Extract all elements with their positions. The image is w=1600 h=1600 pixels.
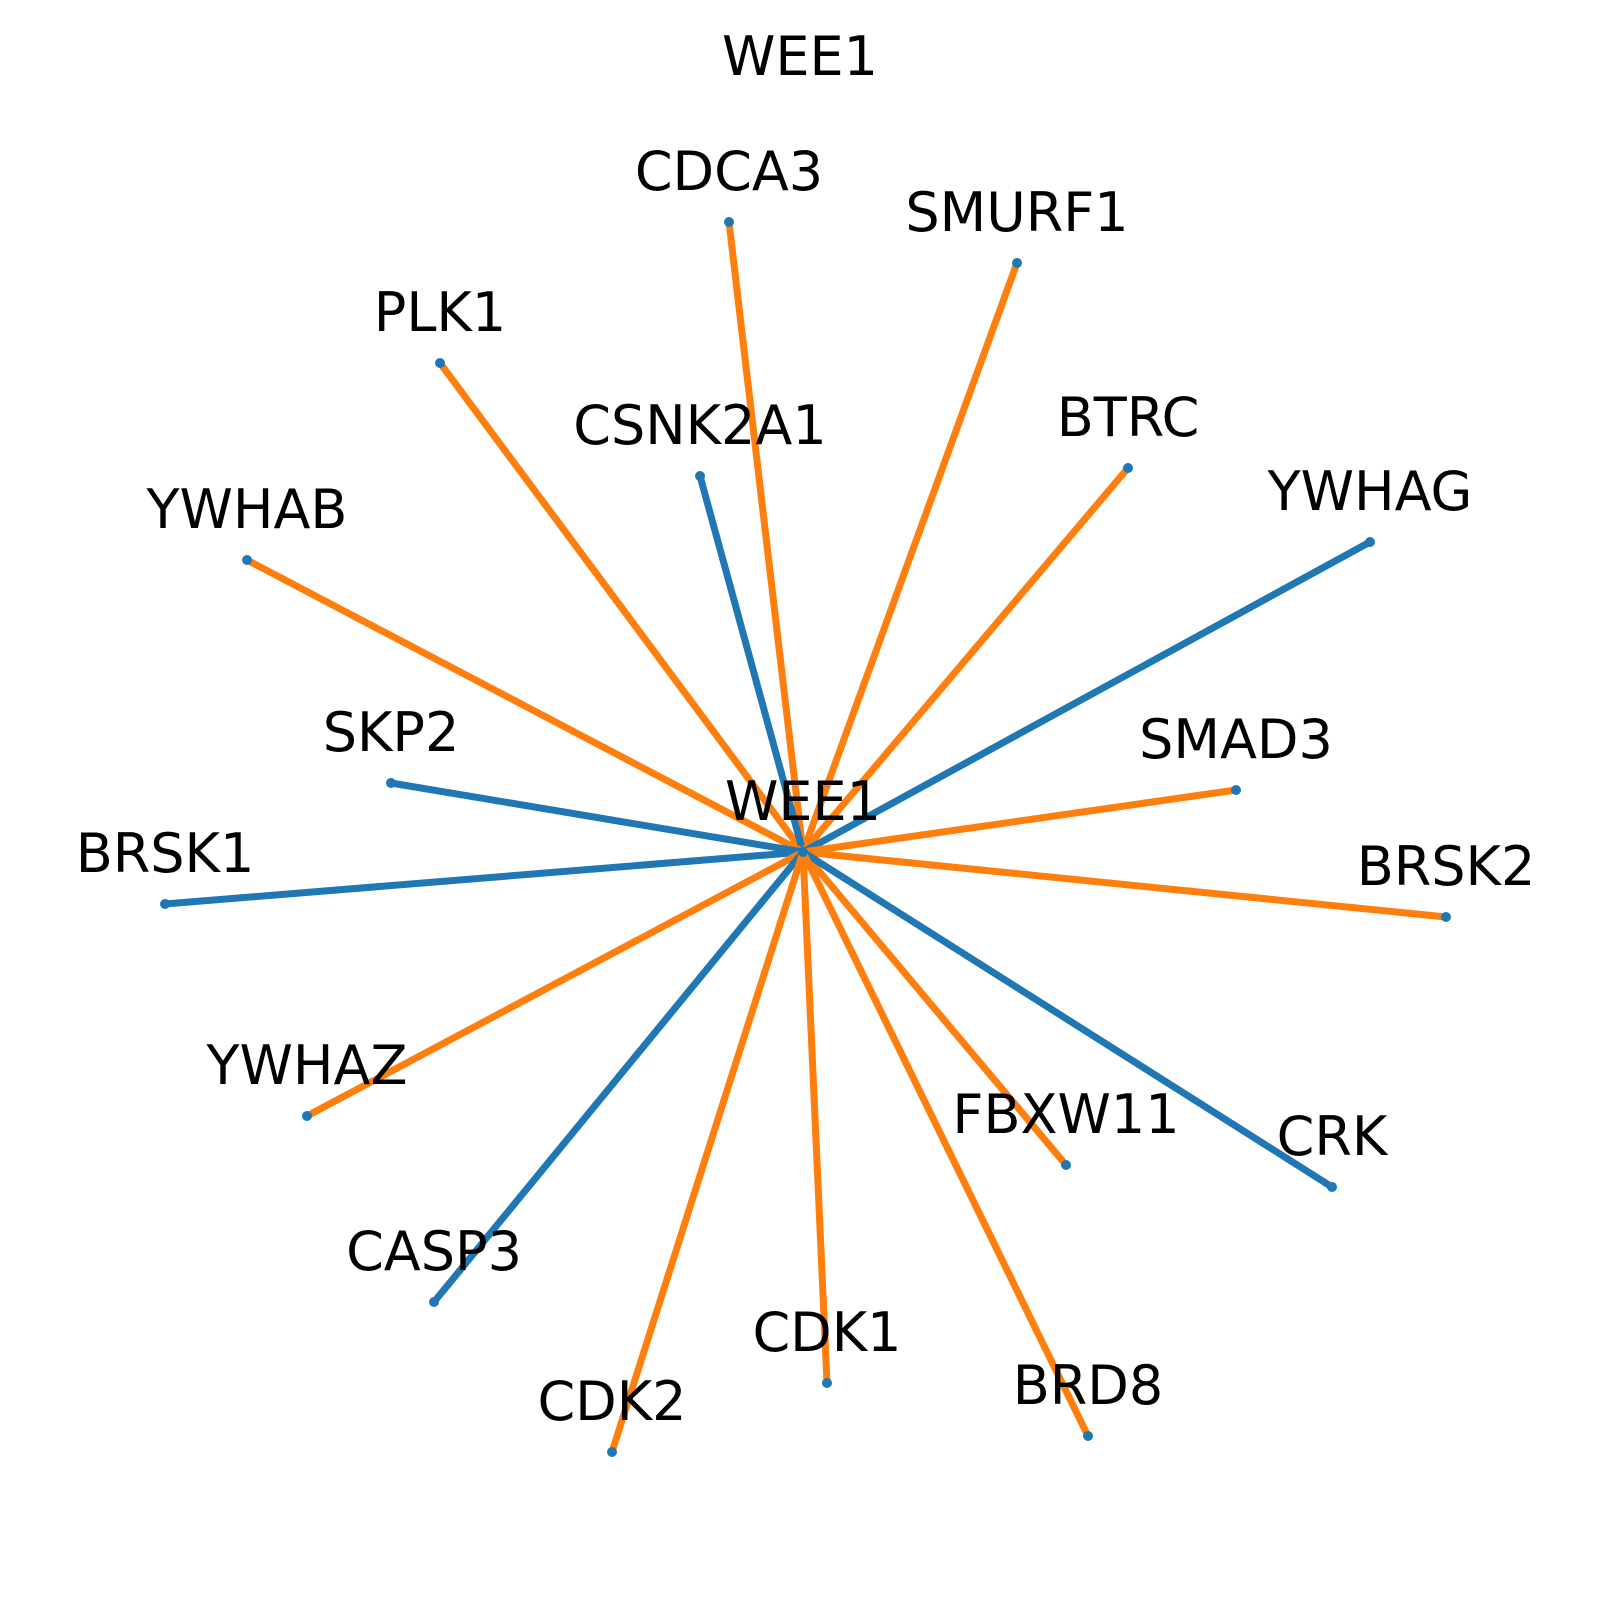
edge-wee1-brsk1 (164, 848, 804, 908)
edge-wee1-smad3 (802, 786, 1237, 856)
edge-wee1-plk1 (437, 360, 806, 855)
node-btrc (1123, 463, 1133, 473)
node-label-skp2: SKP2 (323, 701, 460, 764)
node-label-casp3: CASP3 (346, 1220, 522, 1283)
edge-wee1-casp3 (431, 849, 806, 1305)
node-brd8 (1083, 1431, 1093, 1441)
edge-wee1-csnk2a1 (696, 475, 807, 853)
node-label-smad3: SMAD3 (1139, 708, 1333, 771)
edge-wee1-ywhag (801, 538, 1372, 856)
node-brsk2 (1441, 912, 1451, 922)
node-label-cdk1: CDK1 (752, 1301, 901, 1364)
node-ywhab (242, 555, 252, 565)
node-csnk2a1 (695, 471, 705, 481)
edge-wee1-brd8 (799, 850, 1092, 1438)
node-label-brsk1: BRSK1 (76, 822, 255, 885)
node-smad3 (1231, 785, 1241, 795)
edge-wee1-cdk1 (799, 851, 831, 1384)
node-label-ywhaz: YWHAZ (206, 1034, 408, 1097)
labels-layer: CDCA3 SMURF1 PLK1 CSNK2A1 BTRC YWHAB YWHAG SKP2… (76, 140, 1536, 1433)
edge-wee1-crk (801, 849, 1334, 1190)
graph-title: WEE1 (722, 25, 878, 88)
node-crk (1327, 1182, 1337, 1192)
node-label-fbxw11: FBXW11 (952, 1083, 1179, 1146)
node-wee1-center (798, 847, 808, 857)
node-casp3 (429, 1297, 439, 1307)
edge-wee1-cdk2 (608, 850, 807, 1454)
edge-wee1-brsk2 (802, 848, 1447, 921)
node-cdk2 (607, 1447, 617, 1457)
node-ywhaz (302, 1111, 312, 1121)
node-label-brd8: BRD8 (1013, 1354, 1164, 1417)
node-cdk1 (822, 1378, 832, 1388)
node-label-wee1-center: WEE1 (725, 770, 881, 833)
node-plk1 (435, 358, 445, 368)
node-label-smurf1: SMURF1 (905, 181, 1128, 244)
edge-wee1-smurf1 (799, 261, 1021, 854)
nodes-layer (160, 217, 1451, 1457)
node-label-cdk2: CDK2 (537, 1370, 686, 1433)
edge-wee1-cdca3 (725, 221, 807, 853)
edge-wee1-skp2 (390, 779, 804, 856)
node-label-ywhab: YWHAB (146, 478, 348, 541)
node-brsk1 (160, 899, 170, 909)
node-ywhag (1365, 537, 1375, 547)
edge-wee1-btrc (800, 465, 1131, 855)
node-label-crk: CRK (1277, 1105, 1389, 1168)
node-cdca3 (724, 217, 734, 227)
node-label-csnk2a1: CSNK2A1 (573, 394, 826, 457)
node-smurf1 (1012, 258, 1022, 268)
node-label-ywhag: YWHAG (1267, 460, 1473, 523)
edges-layer (164, 221, 1447, 1454)
node-label-plk1: PLK1 (374, 281, 506, 344)
node-label-brsk2: BRSK2 (1357, 835, 1536, 898)
node-label-cdca3: CDCA3 (635, 140, 823, 203)
edge-wee1-ywhab (245, 556, 805, 856)
edge-wee1-ywhaz (305, 848, 805, 1120)
edge-wee1-fbxw11 (800, 849, 1069, 1168)
node-label-btrc: BTRC (1057, 386, 1200, 449)
node-skp2 (386, 778, 396, 788)
node-fbxw11 (1061, 1160, 1071, 1170)
